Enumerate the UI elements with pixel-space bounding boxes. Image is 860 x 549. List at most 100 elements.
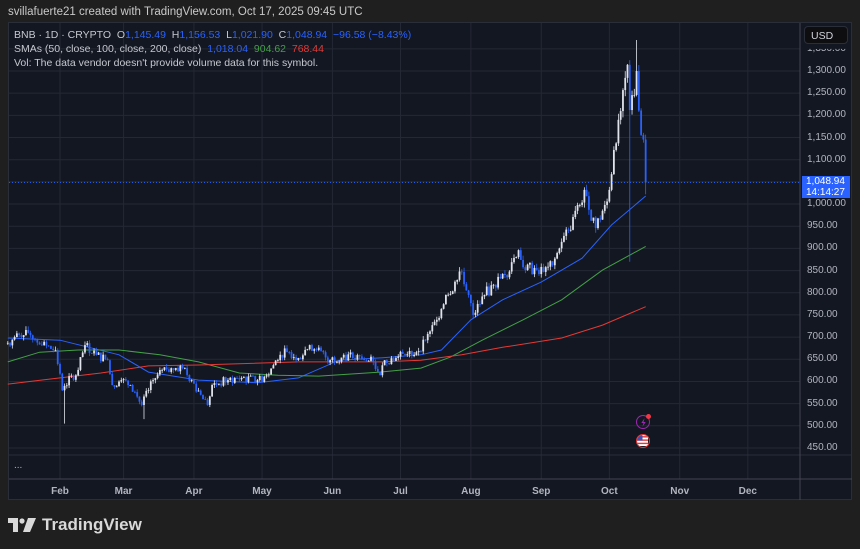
- candle-down: [88, 343, 91, 353]
- price-tick-label: 1,000.00: [807, 198, 846, 210]
- currency-button[interactable]: USD: [804, 26, 848, 44]
- candle-up: [256, 380, 259, 383]
- candle-down: [59, 364, 61, 374]
- candle-down: [460, 271, 463, 273]
- candle-up: [222, 377, 225, 386]
- time-tick-label: Oct: [600, 486, 618, 497]
- candle-down: [165, 367, 168, 370]
- candle-down: [206, 399, 209, 405]
- candle-up: [240, 377, 243, 380]
- candle-up: [547, 266, 549, 268]
- sma100-value: 904.62: [253, 43, 287, 55]
- candle-down: [29, 332, 32, 336]
- candle-down: [594, 217, 597, 228]
- candle-up: [501, 273, 504, 279]
- candle-up: [481, 296, 484, 305]
- candle-down: [463, 271, 465, 285]
- candle-down: [90, 352, 93, 354]
- volume-note: Vol: The data vendor doesn't provide vol…: [14, 57, 319, 69]
- candle-up: [149, 381, 152, 391]
- candle-up: [340, 357, 343, 362]
- candle-down: [324, 352, 327, 358]
- candle-up: [306, 349, 309, 351]
- us-flag-icon[interactable]: [636, 434, 650, 448]
- chart-panel[interactable]: [8, 22, 852, 500]
- candle-up: [626, 64, 629, 78]
- candle-up: [549, 261, 552, 267]
- candle-up: [120, 380, 123, 382]
- candle-down: [245, 377, 248, 382]
- candle-down: [311, 345, 313, 351]
- candle-down: [168, 369, 170, 372]
- candle-down: [18, 333, 21, 335]
- candle-up: [93, 350, 95, 354]
- candle-down: [361, 356, 363, 359]
- candle-down: [295, 357, 297, 361]
- candle-up: [581, 202, 583, 205]
- candle-up: [592, 217, 595, 221]
- candle-up: [70, 375, 73, 377]
- high-value: 1,156.53: [179, 29, 221, 41]
- candle-down: [374, 361, 377, 369]
- candle-down: [469, 294, 472, 304]
- candle-down: [420, 351, 422, 352]
- candle-up: [313, 349, 316, 351]
- candle-up: [610, 174, 613, 190]
- symbol-label[interactable]: BNB · 1D · CRYPTO: [14, 29, 112, 41]
- close-label: C: [278, 29, 287, 41]
- candle-down: [188, 374, 191, 382]
- candle-up: [336, 361, 338, 363]
- candle-down: [535, 267, 538, 270]
- candle-up: [574, 210, 577, 218]
- candle-up: [13, 337, 16, 340]
- candle-down: [238, 378, 241, 380]
- tradingview-logo[interactable]: TradingView: [8, 515, 142, 535]
- sma-row[interactable]: SMAs (50, close, 100, close, 200, close)…: [14, 42, 411, 56]
- candle-up: [356, 355, 359, 360]
- candle-up: [508, 271, 511, 278]
- lightning-icon[interactable]: [636, 414, 651, 429]
- candle-down: [504, 273, 506, 276]
- candle-up: [270, 368, 273, 375]
- candle-down: [31, 335, 34, 339]
- candle-up: [619, 111, 622, 120]
- candle-up: [454, 281, 456, 292]
- candle-up: [390, 358, 393, 365]
- candle-up: [317, 347, 320, 350]
- candle-down: [131, 384, 134, 392]
- candle-up: [631, 95, 633, 111]
- candle-down: [134, 391, 136, 393]
- candle-up: [272, 365, 275, 369]
- candle-up: [183, 367, 186, 369]
- brand-name: TradingView: [42, 515, 142, 534]
- candle-up: [349, 352, 352, 355]
- candle-down: [186, 367, 189, 375]
- candle-down: [50, 345, 52, 349]
- candle-up: [301, 355, 304, 360]
- candle-down: [410, 350, 413, 357]
- candle-up: [54, 349, 57, 351]
- candle-up: [397, 356, 400, 358]
- candle-up: [565, 229, 568, 236]
- candle-up: [583, 189, 586, 203]
- price-tick-label: 1,250.00: [807, 87, 846, 99]
- candle-down: [56, 349, 59, 365]
- candle-up: [515, 257, 518, 258]
- candle-up: [615, 143, 618, 150]
- candle-up: [426, 333, 429, 341]
- candle-down: [202, 394, 204, 400]
- candle-down: [113, 384, 116, 387]
- candle-down: [45, 341, 48, 346]
- candle-up: [433, 321, 436, 326]
- candle-up: [417, 351, 420, 353]
- time-tick-label: Dec: [738, 486, 757, 497]
- candle-up: [406, 354, 409, 356]
- candle-down: [322, 350, 325, 353]
- candle-up: [115, 386, 118, 388]
- indicator-pane-menu[interactable]: ...: [14, 460, 23, 471]
- candle-up: [431, 325, 434, 332]
- candle-down: [326, 357, 329, 363]
- candle-down: [106, 359, 109, 361]
- open-label: O: [116, 29, 126, 41]
